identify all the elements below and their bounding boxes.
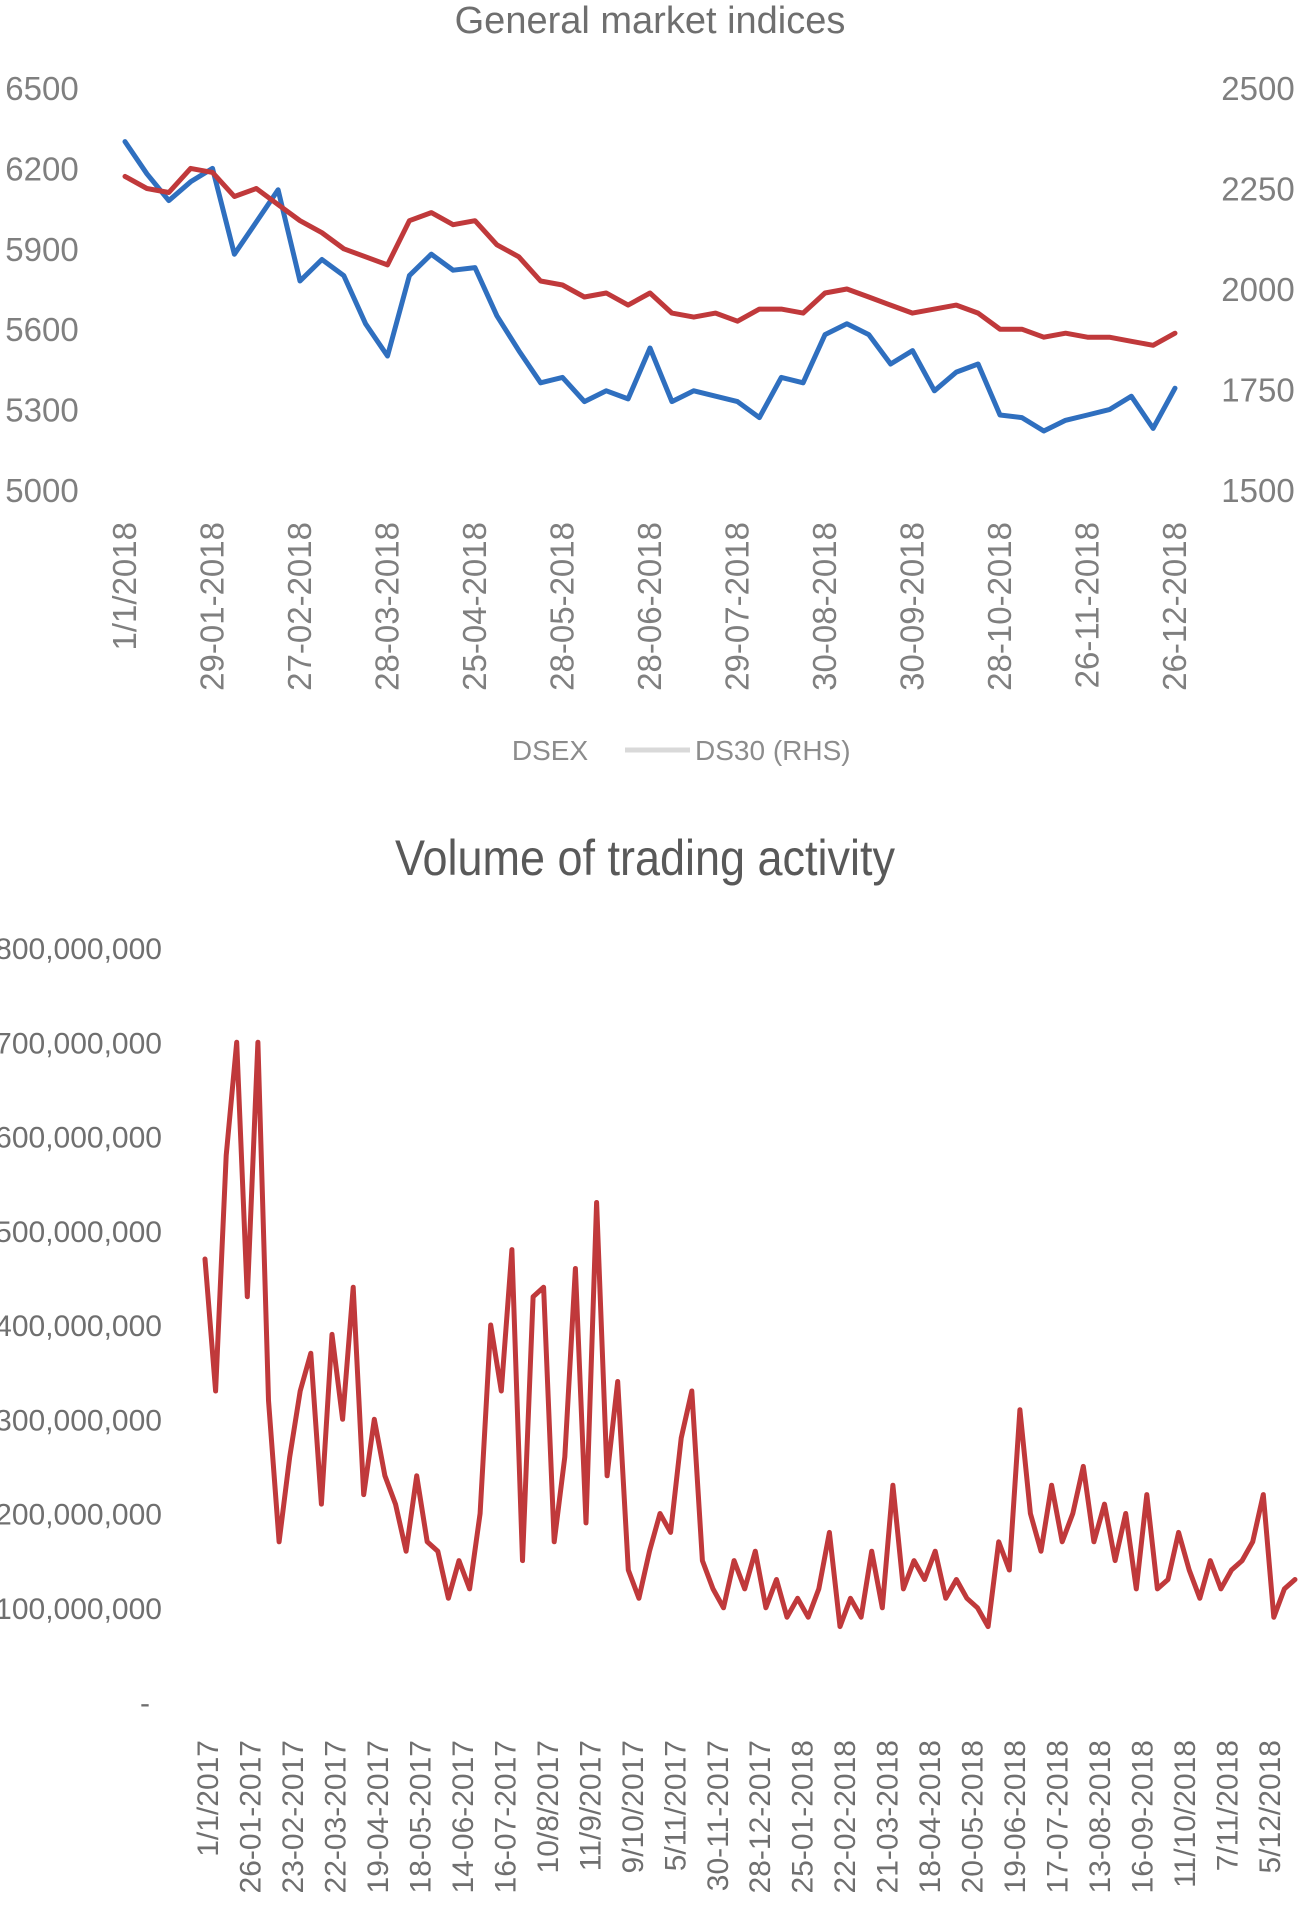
x-tick-22-03-2017: 22-03-2017 [319, 1740, 352, 1893]
left-y-axis: 6500 6200 5900 5600 5300 5000 [5, 70, 78, 509]
x-tick-30-11-2017: 30-11-2017 [702, 1740, 735, 1891]
x-tick-28-06-2018: 28-06-2018 [631, 522, 668, 691]
legend-label-ds30: DS30 (RHS) [695, 735, 851, 766]
x-tick-29-07-2018: 29-07-2018 [719, 522, 756, 691]
chart-title: Volume of trading activity [395, 831, 895, 887]
x-tick-17-07-2018: 17-07-2018 [1042, 1740, 1075, 1893]
series-lines [122, 139, 1178, 434]
y-tick-left-5000: 5000 [5, 472, 78, 509]
y-tick-left-6200: 6200 [5, 150, 78, 187]
x-tick-30-08-2018: 30-08-2018 [806, 522, 843, 691]
x-axis: 1/1/2018 29-01-2018 27-02-2018 28-03-2018 25… [106, 522, 1193, 691]
y-tick-zero: - [140, 1687, 150, 1720]
x-tick-20-05-2018: 20-05-2018 [957, 1740, 990, 1893]
x-tick-27-02-2018: 27-02-2018 [281, 522, 318, 691]
x-tick-28-05-2018: 28-05-2018 [544, 522, 581, 691]
x-tick-16-07-2017: 16-07-2017 [489, 1740, 522, 1893]
legend-label-dsex: DSEX [512, 735, 589, 766]
x-tick-1-1-2018: 1/1/2018 [106, 522, 143, 650]
x-tick-28-03-2018: 28-03-2018 [369, 522, 406, 691]
x-axis: 1/1/2017 26-01-2017 23-02-2017 22-03-2017 19… [192, 1740, 1287, 1893]
x-tick-19-04-2017: 19-04-2017 [362, 1740, 395, 1893]
y-tick-600-000-000: 600,000,000 [0, 1122, 162, 1155]
trading-volume-chart: Volume of trading activity 800,000,000 70… [0, 831, 1298, 1893]
x-tick-16-09-2018: 16-09-2018 [1127, 1740, 1160, 1893]
x-tick-26-11-2018: 26-11-2018 [1069, 522, 1106, 688]
right-y-axis: 2500 2250 2000 1750 1500 [1221, 70, 1294, 509]
y-tick-right-1750: 1750 [1221, 372, 1294, 409]
x-tick-22-02-2018: 22-02-2018 [829, 1740, 862, 1893]
x-tick-28-10-2018: 28-10-2018 [981, 522, 1018, 691]
x-tick-25-04-2018: 25-04-2018 [456, 522, 493, 691]
y-tick-right-2000: 2000 [1221, 271, 1294, 308]
series-line-dsex [122, 139, 1178, 434]
y-tick-700-000-000: 700,000,000 [0, 1027, 162, 1060]
series-line-ds30-rhs [122, 165, 1178, 348]
y-tick-500-000-000: 500,000,000 [0, 1216, 162, 1249]
market-indices-chart: General market indices 6500 6200 5900 5600 5… [5, 0, 1294, 766]
x-tick-9-10-2017: 9/10/2017 [617, 1740, 650, 1873]
y-tick-800-000-000: 800,000,000 [0, 933, 162, 966]
y-tick-left-5600: 5600 [5, 311, 78, 348]
y-tick-left-5900: 5900 [5, 231, 78, 268]
x-tick-29-01-2018: 29-01-2018 [194, 522, 231, 691]
x-tick-25-01-2018: 25-01-2018 [787, 1740, 820, 1893]
series-lines [202, 1039, 1298, 1630]
y-axis: 800,000,000 700,000,000 600,000,000 500,000… [0, 933, 162, 1720]
x-tick-7-11-2018: 7/11/2018 [1212, 1740, 1245, 1871]
x-tick-18-04-2018: 18-04-2018 [914, 1740, 947, 1893]
x-tick-13-08-2018: 13-08-2018 [1084, 1740, 1117, 1893]
x-tick-11-10-2018: 11/10/2018 [1169, 1740, 1202, 1888]
y-tick-300-000-000: 300,000,000 [0, 1404, 162, 1437]
y-tick-100-000-000: 100,000,000 [0, 1593, 162, 1626]
x-tick-28-12-2017: 28-12-2017 [744, 1740, 777, 1893]
x-tick-30-09-2018: 30-09-2018 [894, 522, 931, 691]
y-tick-left-5300: 5300 [5, 392, 78, 429]
y-tick-left-6500: 6500 [5, 70, 78, 107]
y-tick-400-000-000: 400,000,000 [0, 1310, 162, 1343]
x-tick-5-12-2018: 5/12/2018 [1254, 1740, 1287, 1873]
x-tick-18-05-2017: 18-05-2017 [404, 1740, 437, 1893]
series-line-volume [202, 1039, 1298, 1630]
x-tick-26-12-2018: 26-12-2018 [1156, 522, 1193, 691]
x-tick-23-02-2017: 23-02-2017 [277, 1740, 310, 1893]
y-tick-right-1500: 1500 [1221, 472, 1294, 509]
y-tick-200-000-000: 200,000,000 [0, 1499, 162, 1532]
chart-title: General market indices [455, 0, 846, 42]
x-tick-26-01-2017: 26-01-2017 [234, 1740, 267, 1893]
y-tick-right-2500: 2500 [1221, 70, 1294, 107]
y-tick-right-2250: 2250 [1221, 171, 1294, 208]
legend: DSEX DS30 (RHS) [512, 735, 851, 766]
x-tick-19-06-2018: 19-06-2018 [999, 1740, 1032, 1893]
x-tick-14-06-2017: 14-06-2017 [447, 1740, 480, 1893]
x-tick-10-8-2017: 10/8/2017 [532, 1740, 565, 1873]
x-tick-5-11-2017: 5/11/2017 [659, 1740, 692, 1871]
x-tick-11-9-2017: 11/9/2017 [574, 1740, 607, 1871]
x-tick-1-1-2017: 1/1/2017 [192, 1740, 225, 1857]
x-tick-21-03-2018: 21-03-2018 [872, 1740, 905, 1893]
